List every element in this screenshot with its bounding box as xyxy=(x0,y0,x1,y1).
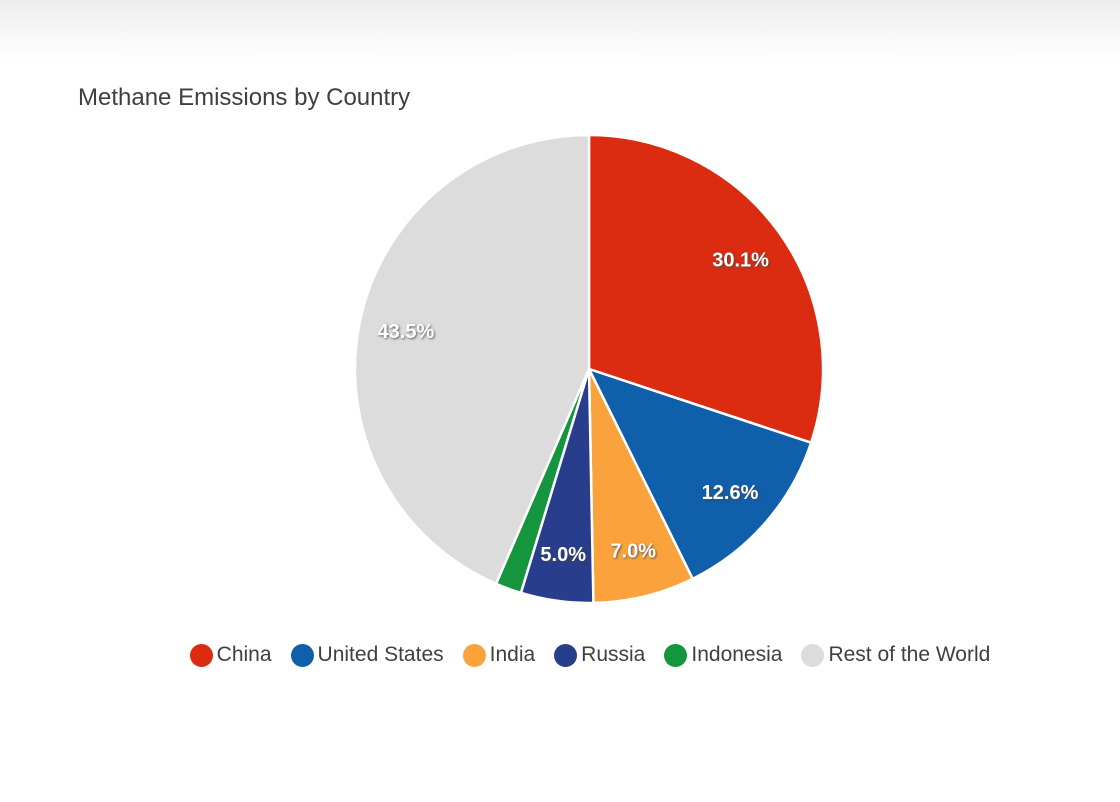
legend-swatch-russia xyxy=(554,643,578,667)
legend-item-china[interactable]: China xyxy=(189,643,272,667)
page-top-gradient xyxy=(0,0,1120,64)
pie-slice-rest-of-the-world[interactable] xyxy=(353,133,591,585)
legend-label: India xyxy=(489,643,536,666)
legend-swatch-rest-of-the-world xyxy=(801,643,825,667)
pie-slices-group xyxy=(353,133,825,605)
legend-label: China xyxy=(216,643,272,666)
pie-slice-india[interactable] xyxy=(587,367,694,605)
legend-item-russia[interactable]: Russia xyxy=(554,643,645,667)
pie-slice-united-states[interactable] xyxy=(587,367,813,581)
legend-label: Indonesia xyxy=(691,643,783,666)
legend-label: Russia xyxy=(581,643,646,666)
legend-swatch-china xyxy=(189,643,213,667)
legend-swatch-indonesia xyxy=(664,643,688,667)
chart-legend: China United States India Russia Indonesia Re… xyxy=(60,643,1120,667)
pie-slice-china[interactable] xyxy=(587,133,825,444)
legend-item-india[interactable]: India xyxy=(462,643,536,667)
legend-label: Rest of the World xyxy=(828,643,991,666)
legend-label: United States xyxy=(317,643,444,666)
legend-item-united-states[interactable]: United States xyxy=(290,643,444,667)
legend-swatch-india xyxy=(462,643,486,667)
legend-swatch-united-states xyxy=(290,643,314,667)
legend-item-indonesia[interactable]: Indonesia xyxy=(664,643,782,667)
legend-item-rest-of-the-world[interactable]: Rest of the World xyxy=(801,643,990,667)
chart-title: Methane Emissions by Country xyxy=(78,84,411,111)
